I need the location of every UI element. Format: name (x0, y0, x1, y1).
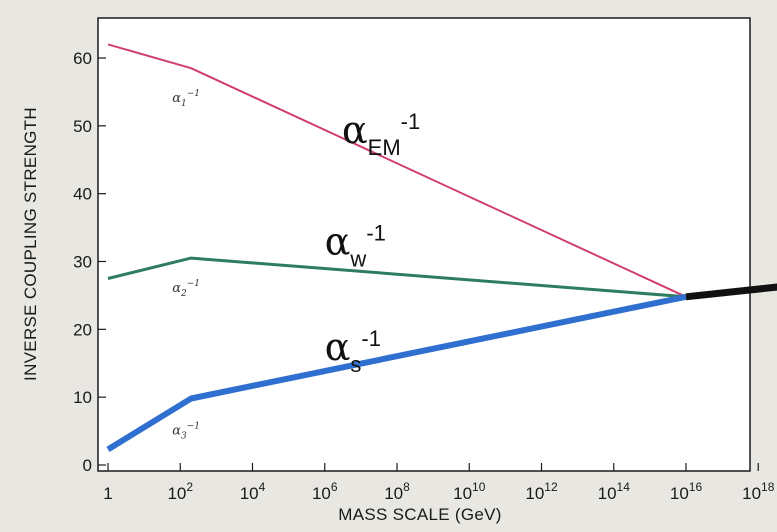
x-tick-label: 104 (240, 480, 266, 503)
coupling-label-em: αEM-1 (342, 108, 420, 160)
y-tick-label: 60 (73, 49, 92, 68)
series-line-unified (685, 283, 777, 301)
x-axis-title: MASS SCALE (GeV) (338, 505, 502, 524)
series-label-a3: α3−1 (172, 421, 200, 441)
y-tick-label: 50 (73, 117, 92, 136)
series-line-alpha3 (106, 293, 687, 452)
series-line-alpha1 (107, 43, 687, 298)
x-tick-label: 108 (384, 480, 410, 503)
series-label-a1: α1−1 (172, 89, 200, 109)
y-tick-label: 10 (73, 388, 92, 407)
y-axis-title: INVERSE COUPLING STRENGTH (21, 107, 40, 381)
y-tick-label: 0 (83, 456, 92, 475)
x-tick-label: 102 (167, 480, 193, 503)
plot-area (97, 17, 751, 472)
coupling-label-s: αs-1 (325, 325, 381, 377)
x-tick-label: 1016 (670, 480, 703, 503)
x-tick-label: 1 (103, 484, 112, 503)
coupling-label-w: αw-1 (325, 220, 386, 272)
x-tick-label: 1018 (742, 480, 775, 503)
x-tick-label: 106 (312, 480, 338, 503)
y-tick-label: 20 (73, 320, 92, 339)
y-tick-label: 40 (73, 185, 92, 204)
y-tick-label: 30 (73, 253, 92, 272)
series-label-a2: α2−1 (172, 279, 200, 299)
series-line-alpha2 (107, 256, 687, 299)
x-tick-label: 1010 (453, 480, 486, 503)
x-tick-label: 1014 (598, 480, 631, 503)
x-tick-label: 1012 (525, 480, 558, 503)
